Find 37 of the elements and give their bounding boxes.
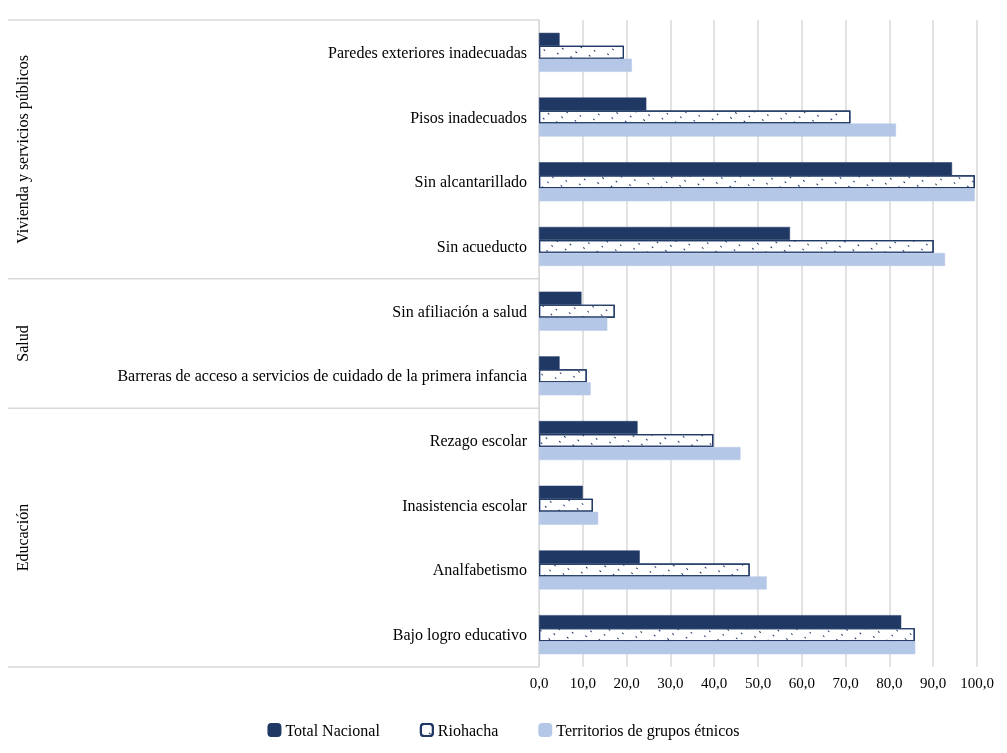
y-tick-label: Pisos inadecuados: [410, 108, 527, 126]
x-tick-label: 10,0: [569, 674, 596, 691]
text: Salud: [13, 325, 31, 362]
bar: [539, 511, 599, 525]
y-tick-label: Paredes exteriores inadecuadas: [327, 43, 527, 61]
y-tick-label: Sin acueducto: [436, 237, 527, 255]
y-tick-label: Sin alcantarillado: [414, 173, 527, 191]
y-tick-label: Analfabetismo: [432, 561, 527, 579]
legend-label: Riohacha: [437, 721, 499, 739]
x-tick-label: 60,0: [788, 674, 815, 691]
text: Educación: [13, 503, 31, 572]
y-tick-label: Inasistencia escolar: [402, 496, 528, 514]
x-tick-label: 80,0: [876, 674, 903, 691]
x-tick-label: 30,0: [657, 674, 684, 691]
y-tick-label: Bajo logro educativo: [392, 626, 527, 645]
y-tick-label: Rezago escolar: [429, 432, 528, 451]
bar: [539, 188, 975, 202]
bar: [539, 123, 896, 137]
x-tick-label: 70,0: [832, 674, 859, 691]
x-tick-label: 90,0: [920, 674, 947, 691]
x-tick-label: 0,0: [529, 674, 549, 691]
bar: [539, 252, 946, 266]
bar: [539, 317, 608, 331]
x-tick-label: 20,0: [613, 674, 640, 691]
text: Vivienda y servicios públicos: [13, 55, 32, 244]
y-tick-label: Sin afiliación a salud: [392, 302, 527, 320]
bar: [539, 447, 741, 461]
bar: [539, 576, 767, 590]
legend-label: Territorios de grupos étnicos: [556, 721, 740, 740]
bar: [539, 641, 916, 655]
x-tick-label: 100,0: [960, 674, 994, 691]
bar: [539, 58, 632, 72]
bar: [539, 382, 591, 396]
x-tick-label: 40,0: [701, 674, 728, 691]
y-tick-label: Barreras de acceso a servicios de cuidado de la primera infancia: [117, 367, 527, 386]
x-tick-label: 50,0: [744, 674, 772, 691]
legend-label: Total Nacional: [285, 721, 381, 739]
